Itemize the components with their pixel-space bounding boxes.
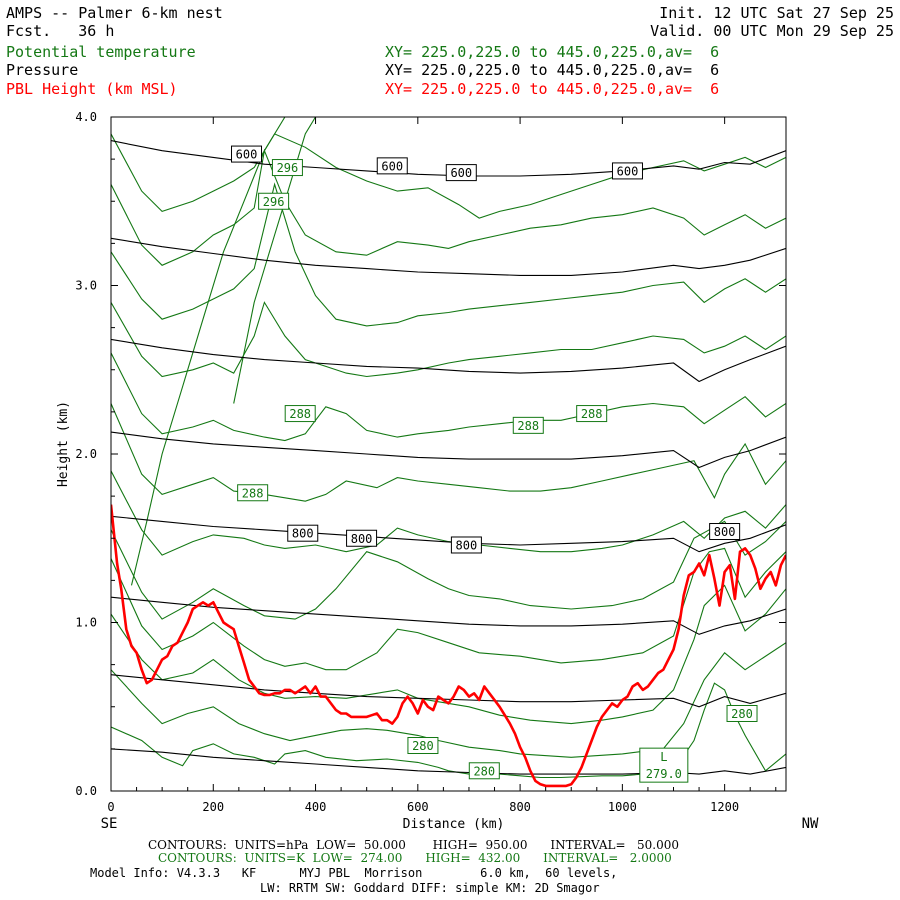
svg-text:L: L (660, 750, 667, 764)
y-tick-label: 0.0 (75, 784, 97, 798)
field-xy-pbl: XY= 225.0,225.0 to 445.0,225.0,av= 6 (385, 80, 720, 98)
y-tick-label: 3.0 (75, 279, 97, 293)
pressure-label: 800 (450, 536, 482, 554)
y-tick-label: 2.0 (75, 447, 97, 461)
y-tick-label: 1.0 (75, 616, 97, 630)
x-tick-label: 0 (107, 800, 114, 814)
x-axis-label: Distance (km) (403, 817, 505, 832)
x-tick-label: 600 (407, 800, 429, 814)
field-name-pressure: Pressure (6, 61, 79, 79)
svg-text:600: 600 (236, 148, 258, 162)
theta-label: 288 (512, 416, 544, 434)
theta-low-marker: L 279.0 (639, 747, 689, 783)
svg-text:600: 600 (450, 166, 472, 180)
theta-contour-9 (111, 182, 786, 327)
model-info: Model Info: V4.3.3 KF MYJ PBL Morrison 6… (90, 866, 618, 880)
theta-label: 288 (576, 405, 608, 423)
pbl-height-line (111, 504, 786, 788)
svg-text:288: 288 (242, 486, 264, 500)
theta-contour-3 (111, 547, 786, 671)
pressure-label: 600 (445, 164, 477, 182)
pressure-contour-info: CONTOURS: UNITS=hPa LOW= 50.000 HIGH= 95… (148, 838, 679, 852)
pressure-label: 600 (231, 145, 263, 163)
field-xy-theta: XY= 225.0,225.0 to 445.0,225.0,av= 6 (385, 43, 720, 61)
theta-contour-info: CONTOURS: UNITS=K LOW= 274.00 HIGH= 432.… (158, 851, 672, 865)
theta-label: 288 (237, 484, 269, 502)
svg-text:600: 600 (617, 164, 639, 178)
pressure-label: 600 (376, 157, 408, 175)
valid-time: Valid. 00 UTC Mon 29 Sep 25 (650, 22, 894, 40)
theta-contour-7 (111, 352, 786, 442)
svg-text:296: 296 (263, 195, 285, 209)
theta-contour-10 (111, 148, 786, 266)
theta-contour-12 (130, 117, 347, 586)
svg-text:600: 600 (381, 159, 403, 173)
y-tick-label: 4.0 (75, 110, 97, 124)
svg-text:800: 800 (456, 538, 478, 552)
x-tick-label: 1200 (710, 800, 739, 814)
pressure-contour-850 (111, 596, 786, 635)
theta-label: 296 (258, 192, 290, 210)
pressure-contour-800 (111, 515, 786, 553)
svg-text:280: 280 (731, 707, 753, 721)
pressure-label: 800 (346, 529, 378, 547)
theta-contour-2 (111, 584, 786, 725)
theta-contour-8 (111, 301, 786, 378)
theta-label: 280 (407, 737, 439, 755)
svg-text:288: 288 (517, 419, 539, 433)
pressure-contour-700 (111, 338, 786, 383)
pressure-contour-650 (111, 237, 786, 276)
field-name-theta: Potential temperature (6, 43, 196, 61)
theta-label: 288 (284, 405, 316, 423)
y-axis-label: Height (km) (56, 401, 71, 487)
theta-label: 296 (271, 159, 303, 177)
theta-contour-11 (111, 133, 786, 219)
model-title: AMPS -- Palmer 6-km nest (6, 4, 223, 22)
svg-text:800: 800 (714, 525, 736, 539)
forecast-hour: Fcst. 36 h (6, 22, 115, 40)
pressure-label: 800 (287, 524, 319, 542)
theta-label: 280 (726, 704, 758, 722)
x-tick-label: 1000 (608, 800, 637, 814)
svg-text:279.0: 279.0 (646, 767, 682, 781)
svg-text:280: 280 (412, 739, 434, 753)
init-time: Init. 12 UTC Sat 27 Sep 25 (659, 4, 894, 22)
model-info-physics: LW: RRTM SW: Goddard DIFF: simple KM: 2D… (260, 881, 600, 895)
theta-contour-6 (111, 403, 786, 502)
x-tick-label: 800 (509, 800, 531, 814)
svg-text:288: 288 (581, 407, 603, 421)
x-tick-label: 400 (305, 800, 327, 814)
svg-text:280: 280 (473, 764, 495, 778)
theta-contour-4 (111, 520, 786, 620)
svg-text:296: 296 (277, 161, 299, 175)
plot-frame (110, 116, 787, 792)
field-name-pbl: PBL Height (km MSL) (6, 80, 178, 98)
right-end-label: NW (802, 816, 819, 832)
field-xy-pressure: XY= 225.0,225.0 to 445.0,225.0,av= 6 (385, 61, 720, 79)
x-tick-label: 200 (202, 800, 224, 814)
svg-text:800: 800 (292, 527, 314, 541)
svg-text:800: 800 (351, 532, 373, 546)
pressure-label: 800 (709, 523, 741, 541)
svg-text:288: 288 (289, 407, 311, 421)
left-end-label: SE (101, 816, 118, 832)
theta-contour-1 (111, 642, 786, 758)
theta-label: 280 (468, 762, 500, 780)
pressure-contour-750 (111, 431, 786, 469)
pressure-label: 600 (611, 162, 643, 180)
